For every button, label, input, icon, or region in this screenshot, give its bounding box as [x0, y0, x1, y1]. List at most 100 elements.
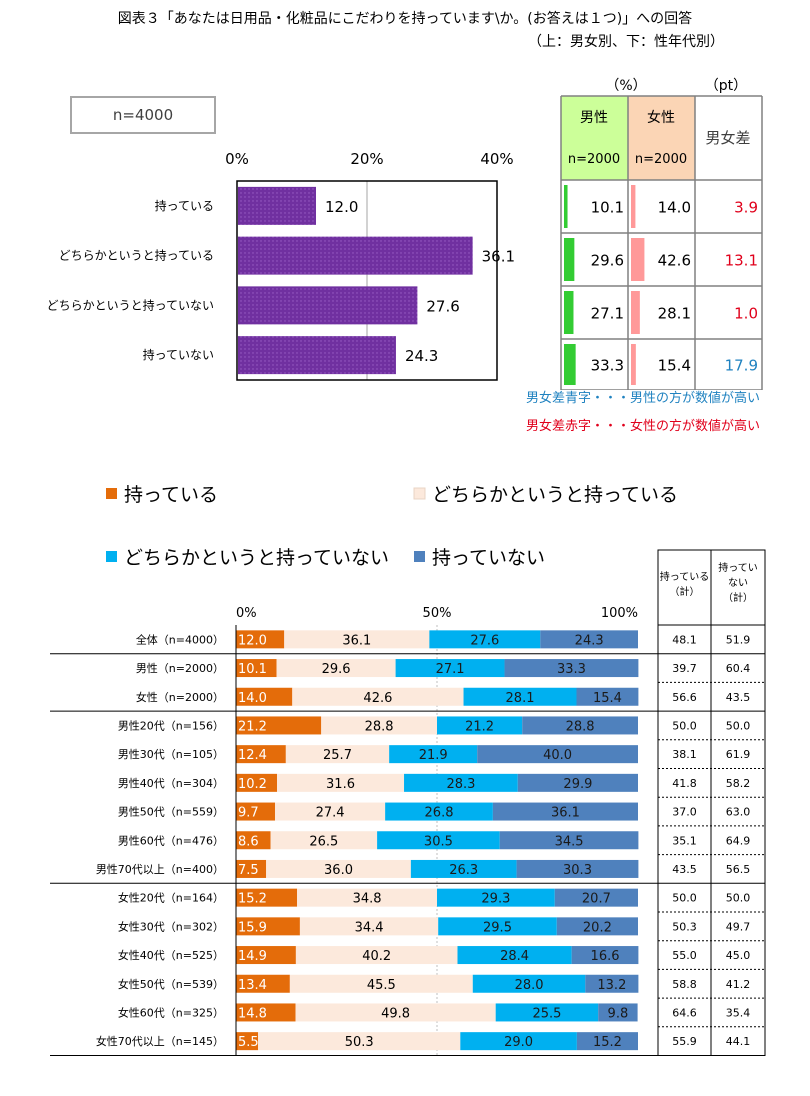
- stacked-bar-segment: [236, 745, 286, 764]
- male-header: 男性: [580, 110, 608, 126]
- stacked-bar-segment: [270, 831, 378, 850]
- stacked-bar-segment: [460, 1032, 577, 1051]
- top-value-label: 12.0: [325, 198, 358, 216]
- stacked-bar-segment: [285, 745, 390, 764]
- stacked-bar-label: 36.0: [324, 863, 353, 878]
- top-bar-chart: 0% 20% 40% 持っている 12.0 どちらかというと持っている 36.1 どちらかとい…: [47, 150, 515, 381]
- note-blue: 男女差青字・・・男性の方が数値が高い: [526, 391, 761, 406]
- legend-swatch: [106, 488, 117, 499]
- stacked-bar-segment: [385, 802, 493, 821]
- stacked-bar-label: 29.9: [563, 777, 592, 792]
- male-header-cell: [561, 96, 628, 180]
- legend-swatch: [414, 551, 425, 562]
- stacked-bar-label: 21.9: [419, 748, 448, 763]
- stacked-bar-segment: [297, 888, 437, 907]
- legend-label: どちらかというと持っていない: [124, 547, 389, 569]
- stacked-bar-label: 27.1: [436, 662, 465, 677]
- stacked-bar-label: 5.5: [238, 1035, 259, 1050]
- bottom-x-tick-label: 100%: [601, 606, 638, 621]
- chart-subtitle: （上：男女別、下：性年代別）: [528, 34, 724, 50]
- stacked-bar-label: 28.1: [506, 691, 535, 706]
- bottom-category-label: 女性60代（n=325）: [118, 1005, 224, 1019]
- totals-header-1b: （計）: [670, 585, 700, 598]
- stacked-bar-label: 28.8: [566, 719, 595, 734]
- stacked-bar-segment: [276, 659, 396, 678]
- bottom-category-label: 女性30代（n=302）: [118, 919, 224, 933]
- stacked-bar-label: 33.3: [557, 662, 586, 677]
- top-value-label: 27.6: [426, 297, 459, 315]
- chart-title: 図表３「あなたは日用品・化粧品にこだわりを持っています\か。(お答えは１つ)」へ…: [117, 11, 693, 27]
- bottom-category-label: 男性（n=2000）: [136, 661, 224, 675]
- bottom-category-label: 男性50代（n=559）: [118, 805, 224, 819]
- top-category-label: どちらかというと持っていない: [47, 297, 214, 312]
- total-have: 55.0: [672, 949, 697, 962]
- stacked-bar-segment: [585, 974, 639, 993]
- male-value: 27.1: [591, 305, 624, 323]
- stacked-bar-segment: [236, 831, 271, 850]
- diff-header: 男女差: [705, 129, 750, 147]
- male-mini-bar: [564, 344, 576, 385]
- total-have: 41.8: [672, 777, 697, 790]
- totals-header-2b: ない: [728, 577, 748, 589]
- stacked-bar-segment: [516, 859, 639, 878]
- stacked-bar-segment: [571, 946, 639, 965]
- stacked-bar-label: 36.1: [342, 633, 371, 648]
- top-bar: [238, 236, 473, 275]
- totals-header-2: 持ってい: [718, 561, 758, 574]
- top-bar: [238, 336, 396, 375]
- unit-pct: （%）: [605, 78, 646, 94]
- total-have: 55.9: [672, 1035, 697, 1048]
- stacked-bar-label: 40.2: [362, 949, 391, 964]
- male-mini-bar: [564, 185, 568, 228]
- total-have: 38.1: [672, 748, 697, 761]
- female-value: 15.4: [658, 357, 691, 375]
- stacked-bar-label: 29.6: [322, 662, 351, 677]
- bottom-category-label: 女性50代（n=539）: [118, 977, 224, 991]
- stacked-bar-label: 40.0: [543, 748, 572, 763]
- female-n: n=2000: [635, 152, 687, 167]
- sample-size-box: n=4000: [70, 96, 216, 134]
- top-plot-frame: [236, 180, 498, 381]
- total-not-have: 41.2: [726, 978, 751, 991]
- stacked-bar-label: 10.1: [238, 662, 267, 677]
- stacked-bar-segment: [274, 802, 386, 821]
- stacked-bar-segment: [437, 716, 523, 735]
- total-not-have: 49.7: [726, 920, 751, 933]
- stacked-bar-label: 15.2: [238, 892, 267, 907]
- stacked-bar-segment: [266, 859, 411, 878]
- top-value-label: 36.1: [482, 248, 515, 266]
- legend-label: 持っていない: [432, 547, 545, 569]
- stacked-bar-segment: [495, 1003, 599, 1022]
- stacked-bar-segment: [236, 859, 267, 878]
- female-header: 女性: [647, 109, 675, 126]
- stacked-bar-label: 26.8: [425, 806, 454, 821]
- male-mini-bar: [564, 291, 574, 334]
- stacked-bar-label: 27.6: [470, 633, 499, 648]
- stacked-bar-label: 15.2: [593, 1035, 622, 1050]
- total-have: 64.6: [672, 1006, 697, 1019]
- stacked-bar-segment: [410, 859, 517, 878]
- stacked-bar-segment: [404, 773, 518, 792]
- total-not-have: 64.9: [726, 834, 751, 847]
- stacked-bar-segment: [395, 659, 505, 678]
- stacked-bar-segment: [295, 1003, 496, 1022]
- total-not-have: 60.4: [726, 662, 751, 675]
- stacked-bar-segment: [377, 831, 500, 850]
- top-category-label: どちらかというと持っている: [59, 248, 214, 263]
- top-bar: [238, 286, 418, 325]
- stacked-bar-label: 7.5: [238, 863, 259, 878]
- top-x-tick-label: 40%: [480, 150, 513, 168]
- stacked-bar-segment: [236, 917, 300, 936]
- stacked-bar-label: 34.4: [355, 920, 384, 935]
- total-have: 43.5: [672, 863, 697, 876]
- top-x-tick-label: 20%: [350, 150, 383, 168]
- male-value: 29.6: [591, 252, 624, 270]
- stacked-bar-label: 9.7: [238, 806, 259, 821]
- stacked-bar-label: 13.2: [597, 978, 626, 993]
- stacked-bar-segment: [477, 745, 638, 764]
- total-have: 56.6: [672, 691, 697, 704]
- stacked-bar-segment: [295, 946, 458, 965]
- diff-value: 1.0: [734, 305, 758, 323]
- female-header-cell: [628, 96, 695, 180]
- total-not-have: 50.0: [726, 892, 751, 905]
